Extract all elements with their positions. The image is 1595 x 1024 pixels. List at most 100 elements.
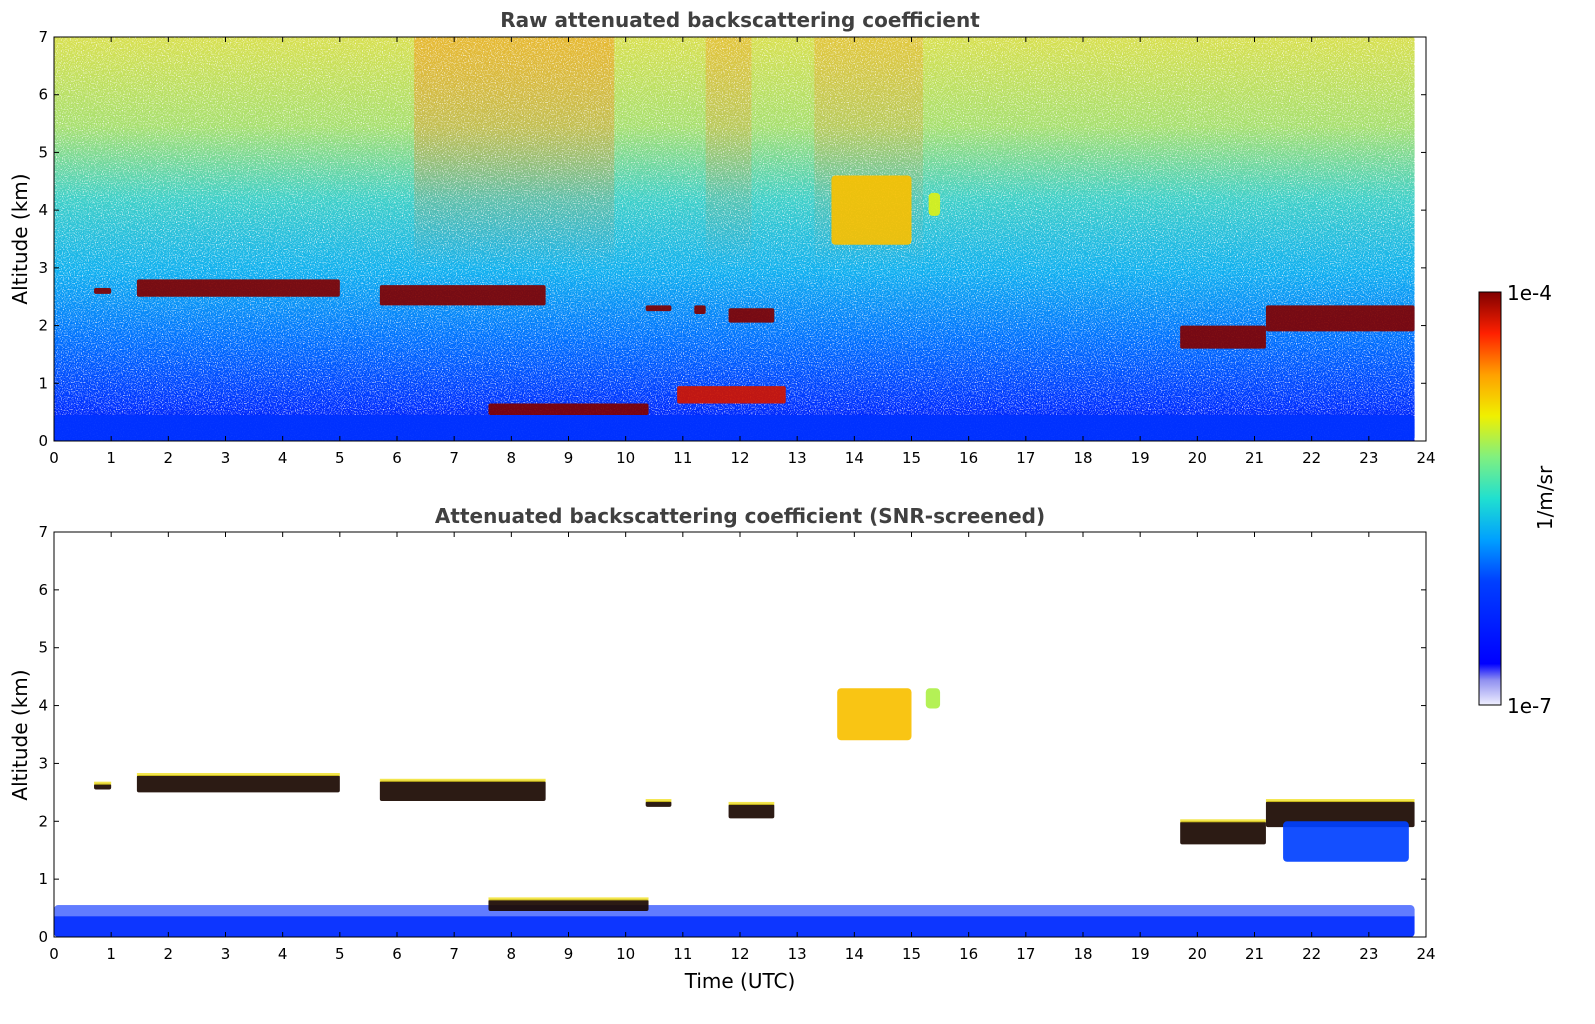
cloud-layer (488, 403, 649, 416)
x-tick-label: 22 (1302, 449, 1321, 467)
cloud-edge-highlight (1180, 819, 1266, 823)
x-tick-label: 2 (164, 449, 174, 467)
cloud-layer (136, 279, 340, 297)
x-tick-label: 0 (49, 945, 59, 963)
x-tick-label: 16 (959, 449, 978, 467)
y-tick-label: 0 (38, 432, 48, 450)
x-tick-label: 1 (106, 449, 116, 467)
y-tick-label: 4 (38, 201, 48, 219)
boundary-layer-near-surface (54, 905, 1415, 937)
x-tick-label: 1 (106, 945, 116, 963)
y-tick-label: 0 (38, 928, 48, 946)
x-tick-label: 9 (564, 449, 574, 467)
noise-overlay (54, 37, 1415, 441)
cloud-layer (728, 803, 775, 819)
x-tick-label: 6 (392, 945, 402, 963)
cloud-layer (94, 288, 112, 294)
elevated-aerosol-plume (837, 688, 912, 741)
x-tick-label: 20 (1188, 945, 1207, 963)
x-tick-label: 17 (1016, 945, 1035, 963)
x-tick-label: 7 (449, 945, 459, 963)
cloud-layer (488, 899, 649, 911)
boundary-layer-near-surface (54, 415, 1415, 441)
colorbar-label: 1/m/sr (1533, 465, 1557, 530)
cloud-edge-highlight (488, 897, 649, 901)
cloud-edge-highlight (728, 801, 775, 805)
x-tick-label: 11 (673, 945, 692, 963)
x-tick-label: 6 (392, 449, 402, 467)
elevated-aerosol-plume (925, 688, 941, 709)
y-tick-label: 7 (38, 28, 48, 46)
cloud-edge-highlight (1265, 799, 1415, 803)
snr-screened-axes: 0 1 2 3 4 5 6 7 8 9 10 11 12 13 14 15 16 17 18 19 20 21 22 23 24… (38, 523, 1435, 963)
cloud-layer (1265, 801, 1415, 828)
cloud-layer (645, 305, 672, 312)
x-tick-label: 21 (1245, 449, 1264, 467)
cloud-layer (136, 775, 340, 793)
colorbar-gradient (1478, 291, 1502, 706)
y-tick-label: 3 (38, 754, 48, 772)
x-tick-label: 12 (730, 945, 749, 963)
colorbar: 1e-4 1e-7 1/m/sr (1478, 281, 1557, 718)
x-tick-label: 13 (788, 945, 807, 963)
y-tick-label: 2 (38, 317, 48, 335)
x-tick-label: 19 (1131, 945, 1150, 963)
y-tick-label: 7 (38, 523, 48, 541)
elevated-aerosol-plume (831, 175, 912, 245)
raw-backscatter-axes: 0 1 2 3 4 5 6 7 8 9 10 11 12 13 14 15 16 17 18 19 20 21 22 23 24… (38, 28, 1435, 467)
x-tick-label: 2 (164, 945, 174, 963)
y-tick-label: 2 (38, 812, 48, 830)
snr-screened-panel: 0 1 2 3 4 5 6 7 8 9 10 11 12 13 14 15 16 17 18 19 20 21 22 23 24… (8, 504, 1436, 993)
x-tick-label: 8 (507, 945, 517, 963)
x-tick-label: 24 (1416, 449, 1435, 467)
y-tick-label: 3 (38, 259, 48, 277)
elevated-aerosol-plume (928, 192, 941, 216)
x-tick-label: 18 (1073, 449, 1092, 467)
x-tick-label: 22 (1302, 945, 1321, 963)
y-axis-label: Altitude (km) (8, 669, 32, 800)
x-tick-label: 7 (449, 449, 459, 467)
x-tick-label: 15 (902, 945, 921, 963)
cloud-layer (645, 801, 672, 807)
y-tick-label: 1 (38, 374, 48, 392)
x-tick-label: 4 (278, 945, 288, 963)
y-tick-label: 6 (38, 86, 48, 104)
colorbar-min-label: 1e-7 (1507, 694, 1552, 718)
boundary-layer-top-fade (54, 905, 1415, 917)
x-tick-label: 10 (616, 449, 635, 467)
x-tick-label: 14 (845, 945, 864, 963)
x-tick-label: 8 (507, 449, 517, 467)
x-tick-label: 19 (1131, 449, 1150, 467)
x-tick-label: 18 (1073, 945, 1092, 963)
aerosol-under-cloud (1283, 821, 1409, 862)
x-tick-label: 5 (335, 945, 345, 963)
cloud-layer (94, 783, 112, 790)
cloud-layer (677, 386, 786, 404)
y-tick-label: 5 (38, 143, 48, 161)
y-axis-label: Altitude (km) (8, 173, 32, 304)
cloud-layer (1180, 325, 1266, 349)
y-tick-label: 4 (38, 697, 48, 715)
x-tick-label: 16 (959, 945, 978, 963)
cloud-layer (1265, 305, 1415, 332)
y-tick-label: 6 (38, 581, 48, 599)
x-tick-label: 5 (335, 449, 345, 467)
cloud-layer (379, 285, 546, 306)
raw-backscatter-heatmap (54, 37, 1415, 441)
cloud-layer (694, 305, 706, 315)
x-tick-label: 23 (1359, 945, 1378, 963)
x-tick-label: 14 (845, 449, 864, 467)
raw-backscatter-panel: 0 1 2 3 4 5 6 7 8 9 10 11 12 13 14 15 16 17 18 19 20 21 22 23 24… (8, 8, 1436, 467)
y-tick-label: 1 (38, 870, 48, 888)
colorbar-max-label: 1e-4 (1507, 281, 1552, 305)
x-tick-label: 3 (221, 449, 231, 467)
cloud-layer (379, 780, 546, 802)
x-tick-label: 23 (1359, 449, 1378, 467)
x-tick-label: 24 (1416, 945, 1435, 963)
cloud-edge-highlight (136, 773, 340, 776)
x-tick-label: 11 (673, 449, 692, 467)
x-tick-label: 21 (1245, 945, 1264, 963)
cloud-edge-highlight (94, 781, 112, 785)
